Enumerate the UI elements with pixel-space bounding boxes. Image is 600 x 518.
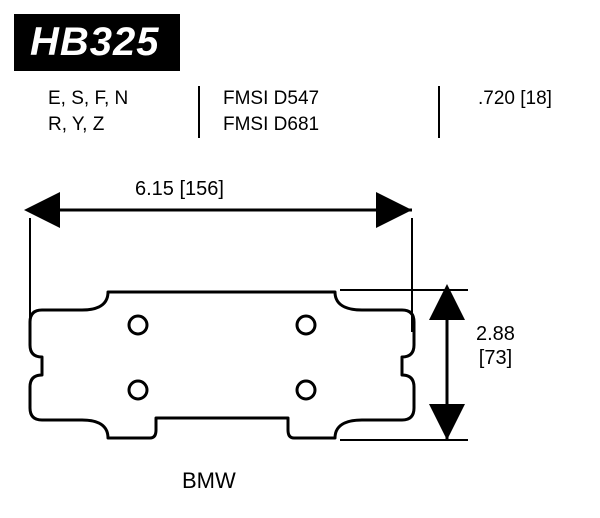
brake-pad-diagram <box>0 160 600 490</box>
divider-2 <box>438 86 440 138</box>
rivet-hole <box>129 316 147 334</box>
rivet-hole <box>297 381 315 399</box>
divider-1 <box>198 86 200 138</box>
spec-fmsi: FMSI D547 FMSI D681 <box>223 86 319 137</box>
codes-line2: R, Y, Z <box>48 112 128 138</box>
specs-row: E, S, F, N R, Y, Z FMSI D547 FMSI D681 .… <box>38 86 562 146</box>
spec-thickness: .720 [18] <box>478 86 552 112</box>
thickness: .720 [18] <box>478 86 552 112</box>
fmsi-line2: FMSI D681 <box>223 112 319 138</box>
rivet-hole <box>129 381 147 399</box>
part-number: HB325 <box>30 20 160 64</box>
codes-line1: E, S, F, N <box>48 86 128 112</box>
rivet-hole <box>297 316 315 334</box>
part-number-header: HB325 <box>14 14 180 71</box>
brake-pad-outline <box>30 292 414 438</box>
fmsi-line1: FMSI D547 <box>223 86 319 112</box>
spec-codes: E, S, F, N R, Y, Z <box>48 86 128 137</box>
